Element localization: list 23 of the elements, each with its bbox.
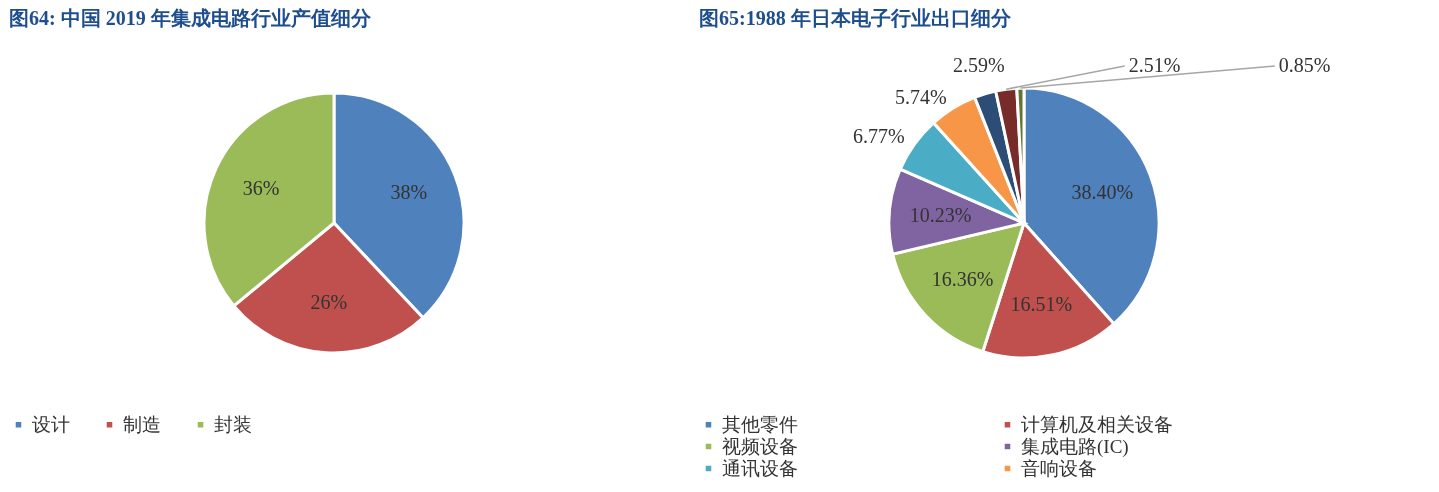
data-label: 6.77% [852, 125, 905, 148]
data-label: 2.59% [952, 54, 1005, 76]
data-label: 5.74% [894, 86, 947, 109]
data-label: 38.40% [1071, 181, 1134, 204]
data-label: 0.85% [1278, 54, 1331, 76]
data-label: 16.51% [1010, 292, 1073, 315]
legend-label: 封装 [214, 413, 252, 435]
legend-label: 计算机及相关设备 [1021, 413, 1173, 435]
legend-label: 设计 [32, 413, 70, 435]
legend-label: 制造 [123, 413, 161, 435]
data-label: 10.23% [909, 203, 972, 226]
data-label: 38% [390, 181, 428, 204]
data-label: 2.51% [1128, 54, 1181, 76]
legend-label: 通讯设备 [722, 457, 798, 479]
data-label: 26% [310, 291, 348, 314]
chart-title: 图64: 中国 2019 年集成电路行业产值细分 [9, 7, 372, 29]
legend-label: 视频设备 [722, 435, 798, 457]
legend-label: 音响设备 [1021, 457, 1097, 479]
data-label: 16.36% [931, 267, 994, 290]
data-label: 36% [242, 176, 280, 199]
chart-title: 图65:1988 年日本电子行业出口细分 [699, 7, 1012, 29]
legend-label: 集成电路(IC) [1021, 435, 1129, 458]
legend-label: 其他零件 [722, 413, 798, 435]
